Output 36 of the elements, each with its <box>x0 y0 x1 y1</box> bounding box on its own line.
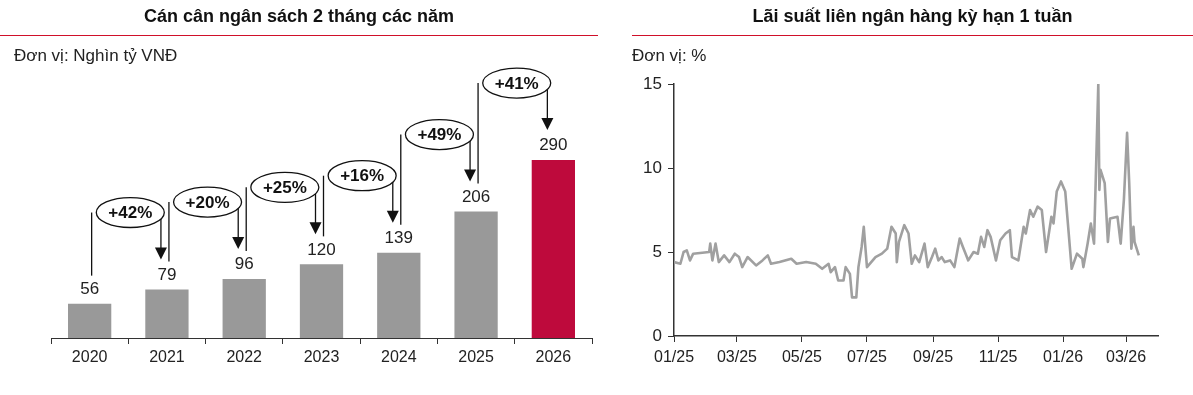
x-tick-label: 05/25 <box>781 348 823 366</box>
x-tick-label: 03/25 <box>716 348 758 366</box>
chart-title: Lãi suất liên ngân hàng kỳ hạn 1 tuần <box>632 6 1193 36</box>
x-tick-label: 03/26 <box>1105 348 1147 366</box>
y-tick-label: 10 <box>643 157 662 177</box>
text: +41% <box>494 73 539 93</box>
text: +49% <box>417 125 462 145</box>
chart-title: Cán cân ngân sách 2 tháng các năm <box>0 6 598 36</box>
data-label: 206 <box>461 186 491 206</box>
annotation: +25% <box>262 178 307 198</box>
x-tick-label: 01/25 <box>653 348 695 366</box>
x-tick-label: 11/25 <box>978 348 1018 366</box>
chart-subtitle: Đơn vị: Nghìn tỷ VNĐ <box>14 46 178 66</box>
x-tick-label: 2022 <box>226 348 263 366</box>
data-label: 139 <box>384 227 413 247</box>
x-tick-label: 2023 <box>303 348 340 366</box>
x-tick-label: 2026 <box>535 348 572 366</box>
y-tick-label: 15 <box>643 73 662 93</box>
data-label: 56 <box>80 278 100 298</box>
data-label: 120 <box>307 239 336 259</box>
x-tick-label: 01/26 <box>1043 348 1084 366</box>
annotation: +20% <box>185 192 230 212</box>
annotation: +42% <box>108 203 153 223</box>
x-tick-label: 2025 <box>458 348 494 366</box>
x-tick-label: 2024 <box>380 348 417 366</box>
x-tick-label: 2021 <box>149 348 185 366</box>
x-tick-label: 07/25 <box>846 348 888 366</box>
data-label: 96 <box>234 254 254 274</box>
annotation: +16% <box>340 166 385 186</box>
x-tick-label: 09/25 <box>913 348 954 366</box>
y-tick-label: 0 <box>652 325 662 345</box>
y-tick-label: 5 <box>652 241 662 261</box>
data-label: 79 <box>157 264 177 284</box>
data-label: 290 <box>539 135 568 155</box>
chart-subtitle: Đơn vị: % <box>632 46 707 66</box>
x-tick-label: 2020 <box>71 348 108 366</box>
